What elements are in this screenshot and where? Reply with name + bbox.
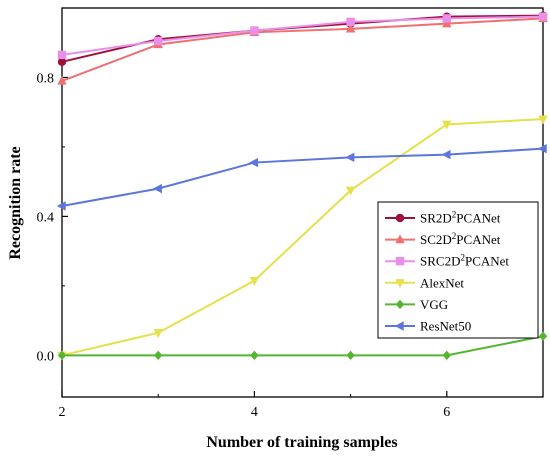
axis-ticks: 2 4 6 0.0 0.4 0.8: [37, 71, 544, 420]
data-point: [154, 350, 163, 361]
y-axis-title: Recognition rate: [7, 146, 24, 259]
data-point: [154, 36, 163, 46]
series-line: [61, 15, 544, 56]
y-tick-label: 0.0: [37, 349, 55, 364]
legend-label: AlexNet: [420, 275, 464, 290]
data-point: [346, 350, 355, 361]
x-tick-label: 2: [59, 405, 66, 420]
data-point: [249, 276, 260, 286]
data-point: [442, 350, 451, 361]
legend-label: SC2D2PCANet: [420, 231, 501, 247]
y-tick-label: 0.4: [37, 210, 55, 225]
data-point: [57, 50, 67, 60]
legend-marker: [395, 299, 405, 310]
legend-item: SRC2D2PCANet: [385, 253, 509, 269]
legend-marker: [394, 321, 404, 331]
x-tick-label: 6: [443, 405, 450, 420]
legend-item: SC2D2PCANet: [385, 231, 501, 247]
data-point: [538, 331, 548, 341]
legend-item: AlexNet: [385, 275, 464, 290]
legend-item: VGG: [385, 297, 448, 312]
legend-item: ResNet50: [385, 319, 471, 334]
legend-label: SR2D2PCANet: [420, 210, 501, 226]
series-2: [57, 12, 548, 60]
data-point: [345, 152, 355, 163]
data-point: [442, 14, 451, 23]
data-point: [57, 57, 67, 67]
data-point: [250, 350, 259, 361]
data-point: [153, 329, 163, 338]
series-layer: [56, 11, 548, 361]
legend-label: SRC2D2PCANet: [420, 253, 509, 269]
plot-frame: [61, 7, 544, 398]
data-point: [441, 149, 451, 160]
legend-label: VGG: [420, 297, 448, 312]
data-point: [442, 18, 452, 28]
legend-marker: [395, 213, 405, 223]
data-point: [56, 201, 66, 211]
legend-box: [377, 201, 539, 339]
legend-label: ResNet50: [420, 319, 471, 334]
y-tick-label: 0.8: [37, 71, 55, 86]
data-point: [57, 75, 67, 85]
legend-marker: [395, 257, 405, 266]
x-tick-label: 4: [251, 405, 258, 420]
series-0: [57, 11, 548, 67]
series-line: [62, 335, 544, 357]
data-point: [57, 350, 67, 361]
series-line: [61, 147, 544, 207]
data-point: [345, 186, 356, 196]
data-point: [538, 12, 548, 21]
data-point: [153, 183, 162, 194]
x-axis-title: Number of training samples: [206, 434, 397, 451]
legend-marker: [395, 279, 405, 288]
series-5: [56, 143, 547, 211]
legend-item: SR2D2PCANet: [385, 210, 501, 226]
legend: SR2D2PCANet SC2D2PCANet SRC2D2PCANet AlexNe…: [377, 201, 539, 339]
data-point: [345, 23, 356, 33]
data-point: [249, 157, 259, 168]
data-point: [537, 143, 547, 154]
data-point: [346, 17, 355, 27]
series-4: [57, 331, 548, 361]
legend-marker: [395, 234, 405, 244]
series-1: [57, 13, 548, 85]
series-line: [61, 17, 544, 82]
data-point: [538, 115, 548, 125]
data-point: [442, 120, 452, 130]
data-point: [250, 26, 259, 35]
series-line: [61, 118, 544, 357]
